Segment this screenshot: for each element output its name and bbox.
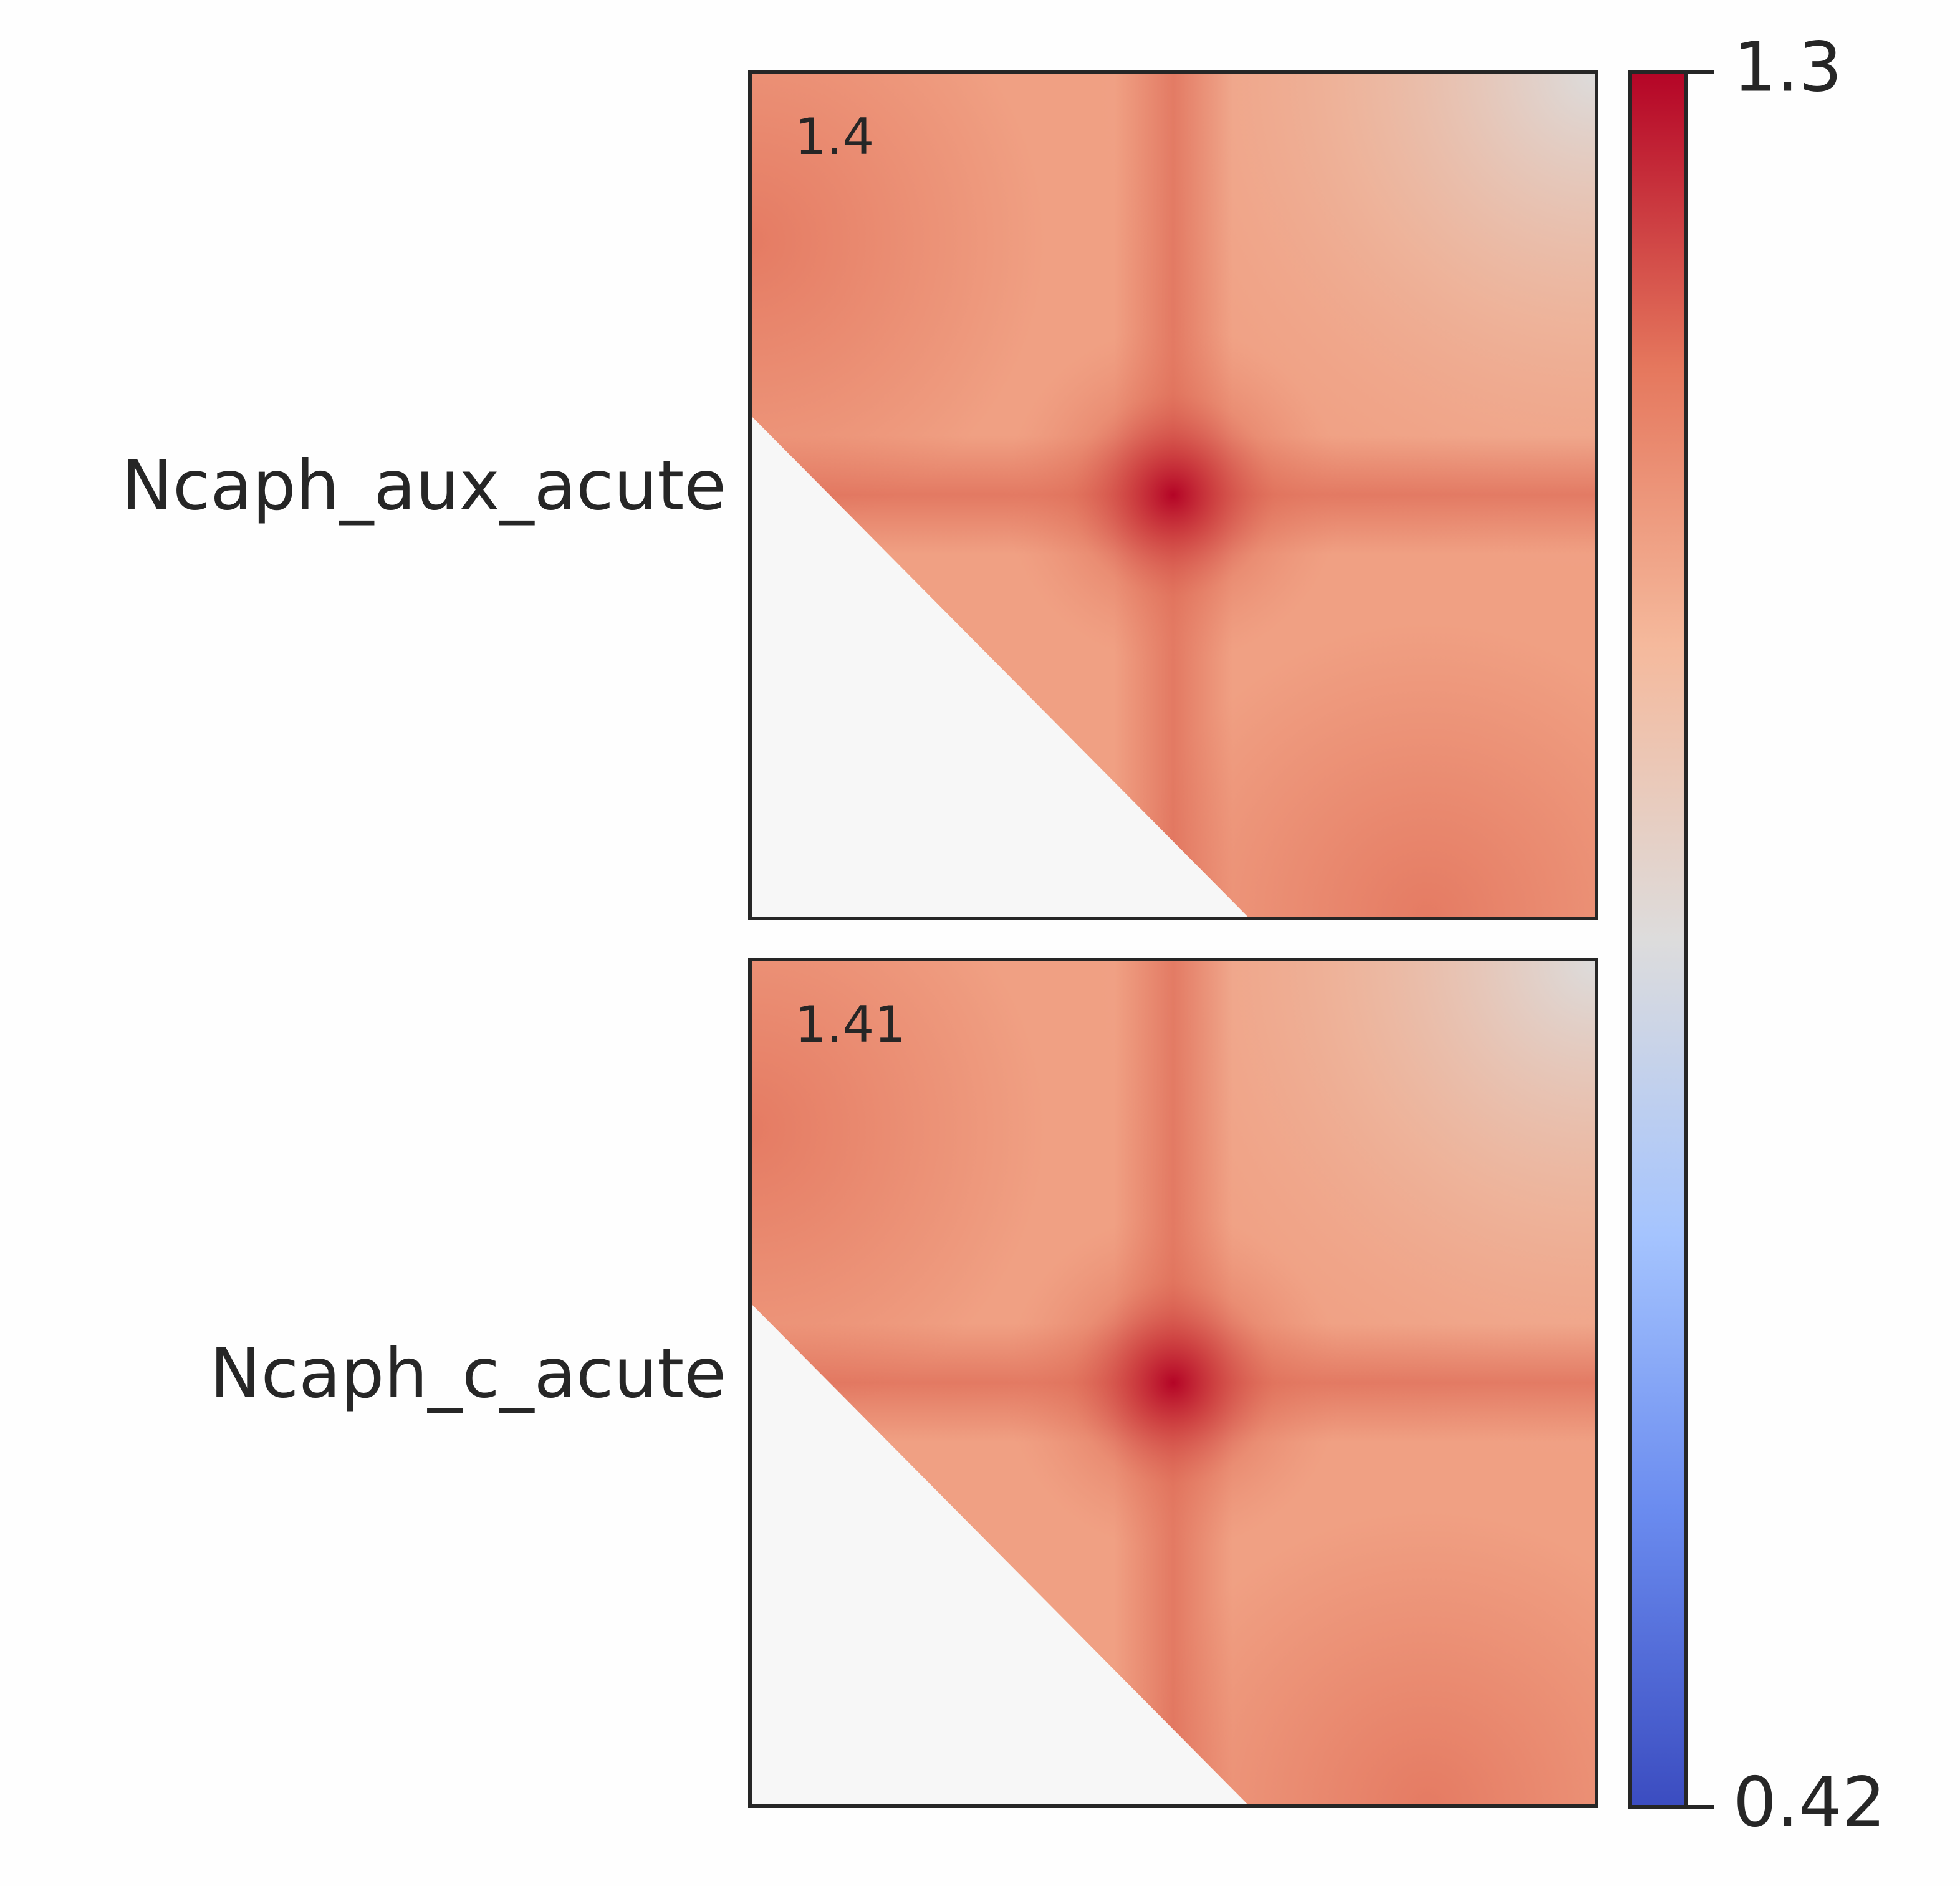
row-label: Ncaph_aux_acute <box>122 445 726 525</box>
masked-region <box>750 1302 1250 1806</box>
heatmap-panel <box>750 960 1597 1806</box>
heatmap-panel <box>750 72 1597 918</box>
colorbar <box>1628 70 1688 1809</box>
heatmap-spot <box>1004 325 1343 665</box>
panel-frame <box>748 958 1598 1808</box>
colorbar-tick-label: 1.3 <box>1733 27 1842 107</box>
masked-region <box>750 414 1250 918</box>
heatmap-spot <box>1004 1213 1343 1552</box>
panel-frame <box>748 70 1598 920</box>
panel-value: 1.41 <box>795 996 906 1054</box>
panel-value: 1.4 <box>795 108 874 166</box>
colorbar-tick-label: 0.42 <box>1733 1762 1886 1842</box>
row-label: Ncaph_c_acute <box>209 1333 726 1413</box>
